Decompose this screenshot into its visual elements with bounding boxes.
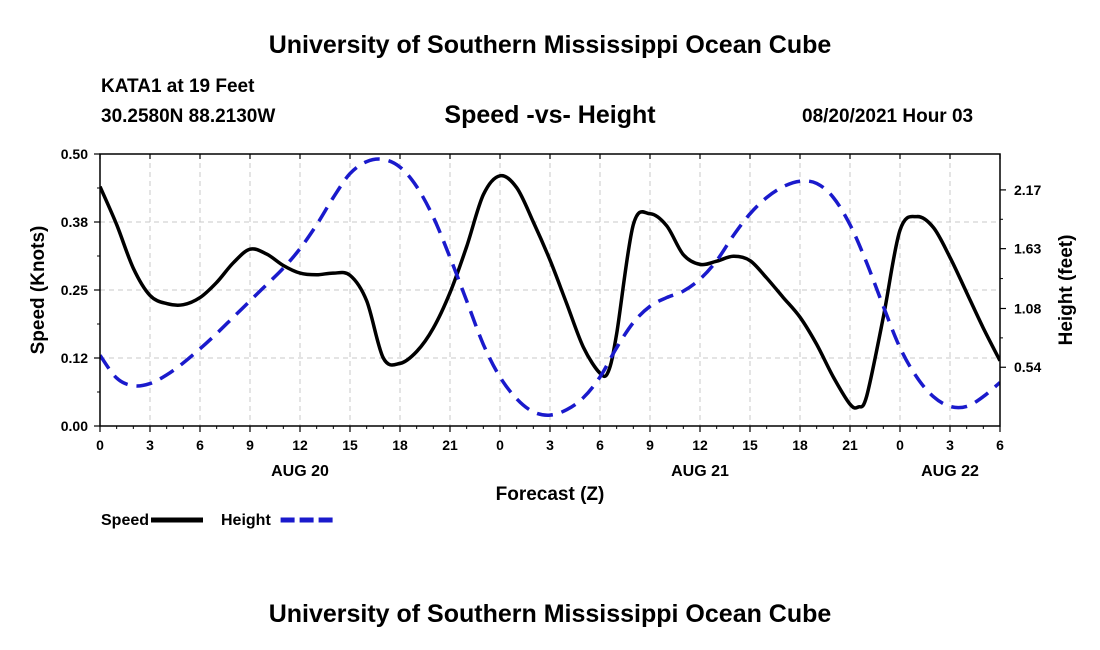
x-day-label: AUG 22: [921, 463, 979, 480]
x-tick-label: 3: [146, 437, 154, 453]
y-right-tick-label: 0.54: [1014, 359, 1041, 375]
x-tick-label: 6: [596, 437, 604, 453]
y-left-tick-label: 0.00: [61, 418, 88, 434]
legend: Speed Height: [101, 512, 333, 529]
axes: 0 3 6 9 12 15 18 21 0 3 6 9 12 15 18 21 0 3 6 AUG 20 AUG 21 A…: [61, 146, 1042, 480]
x-tick-label: 18: [792, 437, 808, 453]
x-day-label: AUG 21: [671, 463, 729, 480]
x-tick-label: 15: [342, 437, 358, 453]
x-tick-label: 12: [292, 437, 308, 453]
x-tick-label: 9: [246, 437, 254, 453]
x-tick-label: 0: [896, 437, 904, 453]
y-right-tick-label: 2.17: [1014, 182, 1041, 198]
x-tick-label: 6: [196, 437, 204, 453]
x-tick-label: 0: [96, 437, 104, 453]
page-title: University of Southern Mississippi Ocean…: [268, 31, 832, 59]
y-left-tick-label: 0.38: [61, 214, 88, 230]
grid: [100, 154, 1000, 426]
x-day-label: AUG 20: [271, 463, 329, 480]
footer-title: University of Southern Mississippi Ocean…: [268, 600, 832, 628]
x-tick-label: 12: [692, 437, 708, 453]
series-line-speed: [100, 173, 1000, 410]
coordinates-label: 30.2580N 88.2130W: [101, 106, 276, 127]
forecast-datetime: 08/20/2021 Hour 03: [802, 106, 974, 127]
chart-title: Speed -vs- Height: [444, 101, 656, 129]
station-label: KATA1 at 19 Feet: [101, 76, 255, 97]
y-axis-left-label: Speed (Knots): [28, 226, 49, 355]
legend-label-height: Height: [221, 512, 271, 529]
legend-label-speed: Speed: [101, 512, 149, 529]
x-tick-label: 3: [546, 437, 554, 453]
x-tick-label: 9: [646, 437, 654, 453]
x-axis-label: Forecast (Z): [496, 484, 605, 505]
x-tick-label: 21: [442, 437, 458, 453]
series-line-height: [100, 157, 1000, 417]
y-left-tick-label: 0.50: [61, 146, 88, 162]
series-layer: [100, 157, 1000, 417]
x-tick-label: 18: [392, 437, 408, 453]
y-left-tick-label: 0.12: [61, 350, 88, 366]
y-right-tick-label: 1.08: [1014, 300, 1041, 316]
x-tick-label: 6: [996, 437, 1004, 453]
x-tick-label: 15: [742, 437, 758, 453]
y-axis-right-label: Height (feet): [1056, 235, 1077, 346]
x-tick-label: 21: [842, 437, 858, 453]
y-right-tick-label: 1.63: [1014, 241, 1041, 257]
x-tick-label: 3: [946, 437, 954, 453]
y-left-tick-label: 0.25: [61, 282, 88, 298]
x-tick-label: 0: [496, 437, 504, 453]
